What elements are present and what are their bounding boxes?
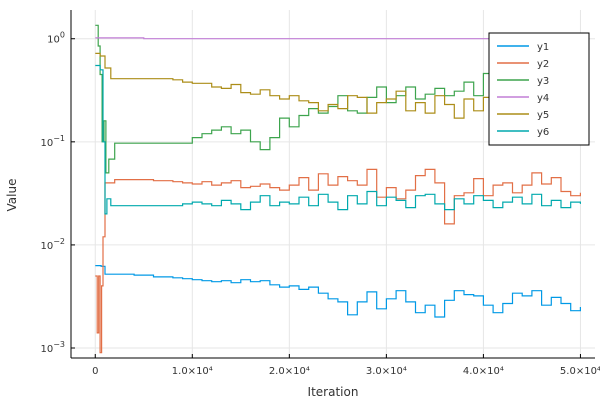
series-line-y4 <box>95 37 581 40</box>
series-line-y2 <box>95 168 581 354</box>
y-tick-label: 10−2 <box>40 237 65 252</box>
legend-label-y2: y2 <box>537 59 549 70</box>
legend-label-y3: y3 <box>537 76 549 87</box>
axes: 0 1.0×10⁴ 2.0×10⁴ 3.0×10⁴ 4.0×10⁴ 5.0×10⁴10−3… <box>40 10 600 377</box>
y-tick-exponent: −3 <box>53 340 65 349</box>
y-tick-label: 10−3 <box>40 340 65 355</box>
y-tick-base: 10 <box>40 344 53 355</box>
x-tick-label: 1.0×10⁴ <box>172 366 213 377</box>
y-tick-base: 10 <box>47 35 60 46</box>
y-tick-label: 10−1 <box>40 134 65 149</box>
y-tick-exponent: −2 <box>53 237 65 246</box>
x-tick-label: 2.0×10⁴ <box>269 366 310 377</box>
legend-label-y5: y5 <box>537 110 549 121</box>
y-tick-base: 10 <box>40 138 53 149</box>
legend-label-y4: y4 <box>537 93 549 104</box>
series-line-y6 <box>95 64 581 215</box>
y-tick-label: 100 <box>47 31 65 46</box>
y-tick-exponent: −1 <box>53 134 65 143</box>
y-axis-label: Value <box>5 179 19 212</box>
legend-label-y6: y6 <box>537 127 549 138</box>
x-tick-label: 5.0×10⁴ <box>560 366 600 377</box>
x-tick-label: 3.0×10⁴ <box>366 366 407 377</box>
y-tick-exponent: 0 <box>60 31 65 40</box>
x-tick-label: 4.0×10⁴ <box>463 366 504 377</box>
legend-box <box>488 32 590 146</box>
x-axis-label: Iteration <box>308 385 359 399</box>
y-tick-base: 10 <box>40 241 53 252</box>
legend: y1 y2 y3 y4 y5 y6 <box>488 32 590 146</box>
legend-label-y1: y1 <box>537 42 549 53</box>
series-line-y1 <box>95 265 581 318</box>
x-tick-label: 0 <box>92 366 98 377</box>
